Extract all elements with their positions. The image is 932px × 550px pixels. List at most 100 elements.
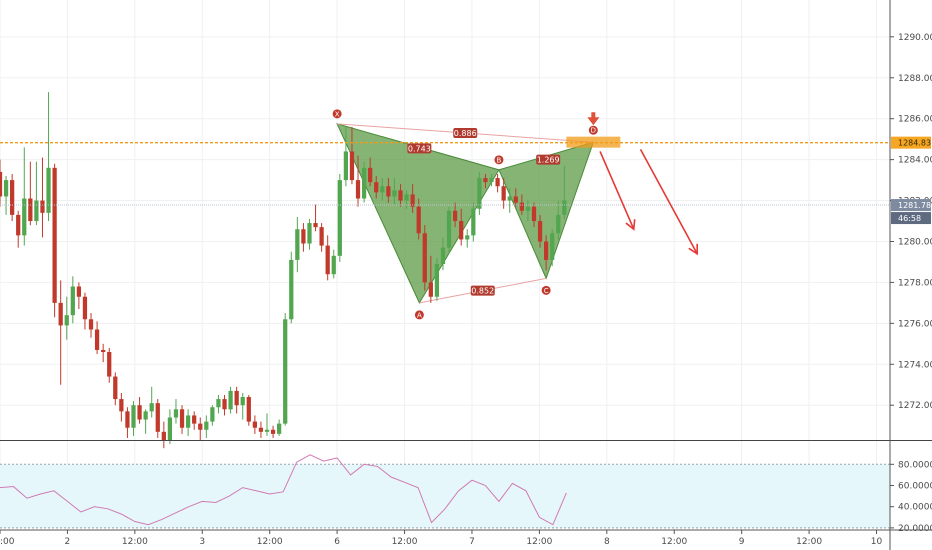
pattern-point-label: D [591,127,596,135]
price-tick-label: 1284.00 [898,156,932,166]
candle-body [501,186,506,201]
price-tick-label: 1276.00 [898,319,932,329]
candle-body [337,180,342,256]
price-tick-label: 1286.00 [898,115,932,125]
pattern-point-badge [494,155,504,165]
time-tick-label: 12:00 [257,537,283,547]
candle-body [252,421,257,428]
candle-body [398,190,403,201]
pattern-point-label: X [335,110,340,118]
pattern-labels: X A B C D 0.886 0.743 1.269 0.852 [332,109,598,320]
last-price-tag: 1281.78 [898,201,931,210]
candle-body [319,227,324,246]
candle-body [185,415,191,428]
candle-body [125,411,130,428]
candle-body [465,235,470,240]
resistance-zone [566,136,621,148]
candle-countdown-tag: 46:58 [898,214,921,223]
forecast-arrows[interactable] [587,112,698,256]
time-tick-label: 6 [334,537,340,547]
candle-body [216,399,221,408]
rsi-band [0,463,890,529]
pattern-point-badge [541,285,551,295]
candle-body [204,421,209,430]
time-tick-label: 7 [469,537,475,547]
forecast-arrow-2 [639,149,698,255]
price-tick-label: 1274.00 [898,360,932,370]
candlesticks [0,92,567,449]
forecast-arrow-head-1 [625,219,636,231]
forecast-arrow-1 [599,151,635,230]
candle-body [52,167,57,303]
price-tick-label: 1288.00 [898,74,932,84]
candle-body [537,221,543,242]
candle-body [264,429,270,432]
candle-body [46,167,51,213]
candle-body [507,196,512,201]
candle-body [550,233,555,260]
candle-body [155,403,160,432]
candle-body [459,221,464,240]
candle-body [392,190,397,197]
candle-body [428,282,433,297]
candle-body [258,427,264,432]
price-tick-label: 1280.00 [898,237,932,247]
harmonic-pattern[interactable] [336,123,595,304]
ratio-label: 0.886 [454,129,477,138]
candle-body [386,186,391,197]
ratio-label: 0.852 [471,287,494,296]
candle-body [70,286,75,316]
candle-body [495,178,500,187]
candle-body [76,286,82,297]
down-marker-stem [591,112,596,119]
candle-body [113,376,118,400]
candle-body [119,399,124,412]
candle-body [301,229,306,244]
ratio-badge [536,154,561,165]
rsi-line [0,454,567,526]
time-tick-label: 8 [604,537,610,547]
pane-separator [0,440,932,441]
candle-body [489,178,494,183]
pattern-point-label: A [417,311,422,319]
candle-body [331,255,336,275]
candle-body [410,194,415,207]
pattern-point-badge [588,125,598,135]
time-tick-label: 12:00 [796,537,822,547]
candle-body [525,206,531,211]
time-tick-label: 12:00 [526,537,552,547]
ratio-label: 1.269 [537,156,560,165]
pattern-point-badge [414,310,424,320]
candle-body [107,352,112,377]
candle-body [374,182,379,193]
candle-body [289,259,294,320]
candle-body [562,200,567,215]
candle-body [270,429,276,434]
candle-body [94,329,100,350]
candle-body [10,180,15,215]
candle-body [246,397,251,422]
candle-body [3,180,9,197]
candle-body [34,200,39,222]
rsi-indicator [0,454,567,526]
pattern-point-badge [332,109,342,119]
rsi-overbought-oversold-band [0,464,890,528]
rsi-tick-label: 40.0000 [898,503,932,513]
candle-body [343,151,349,181]
candle-body [295,229,300,260]
candle-body [434,264,440,297]
candle-body [452,210,458,222]
candle-body [149,403,154,412]
candle-body [0,171,3,197]
price-tick-label: 1290.00 [898,33,932,43]
last-price-tag-bg [891,199,931,212]
candle-body [531,206,537,222]
candle-body [313,223,318,228]
resistance-price-tag-bg [891,136,931,149]
candle-body [131,405,136,428]
candle-body [477,178,482,209]
candle-body [240,397,245,406]
ratio-badge [407,143,432,154]
